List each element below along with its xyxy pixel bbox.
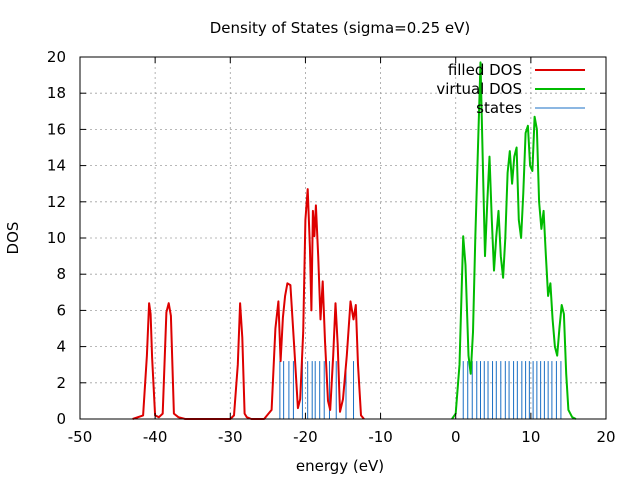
legend-label: filled DOS (448, 61, 522, 79)
y-tick-label: 10 (47, 229, 66, 247)
y-tick-label: 6 (56, 301, 66, 319)
virtual-dos-line (451, 61, 577, 420)
states-lines (279, 361, 562, 419)
chart-title: Density of States (sigma=0.25 eV) (210, 19, 471, 37)
grid-lines (80, 57, 606, 419)
plot-series (132, 61, 577, 420)
x-tick-label: 10 (521, 428, 540, 446)
y-tick-label: 20 (47, 48, 66, 66)
y-tick-label: 12 (47, 193, 66, 211)
x-tick-label: -50 (68, 428, 93, 446)
x-tick-label: -10 (368, 428, 393, 446)
y-tick-label: 8 (56, 265, 66, 283)
x-tick-label: -40 (143, 428, 168, 446)
x-axis-title: energy (eV) (296, 457, 384, 475)
axis-ticks: -50 -40 -30 -20 -10 0 10 20 0 2 4 6 8 10 12 14 16 18 20 (47, 48, 616, 446)
y-tick-label: 4 (56, 338, 66, 356)
filled-dos-line (132, 188, 365, 420)
x-tick-label: 20 (596, 428, 615, 446)
x-tick-label: -20 (293, 428, 318, 446)
y-tick-label: 16 (47, 120, 66, 138)
x-tick-label: -30 (218, 428, 243, 446)
y-axis-title: DOS (4, 222, 22, 255)
plot-frame (79, 56, 607, 420)
legend-label: virtual DOS (436, 80, 522, 98)
legend-label: states (476, 99, 522, 117)
y-tick-label: 2 (56, 374, 66, 392)
x-tick-label: 0 (451, 428, 461, 446)
y-tick-label: 18 (47, 84, 66, 102)
y-tick-label: 0 (56, 410, 66, 428)
y-tick-label: 14 (47, 157, 66, 175)
